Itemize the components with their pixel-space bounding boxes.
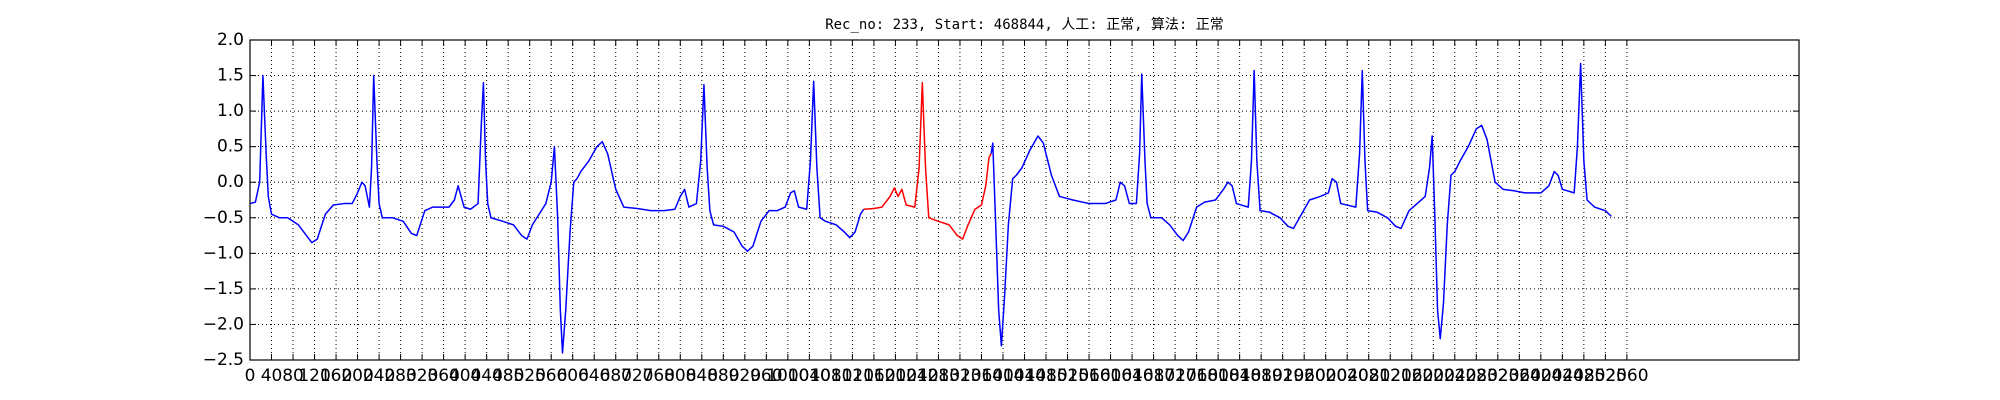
x-tick-label: 1320 [938, 366, 981, 386]
y-tick-label: −1.0 [203, 243, 244, 263]
y-tick-label: 0.5 [217, 137, 244, 157]
x-tick-label: 1360 [960, 366, 1003, 386]
x-tick-label: 2440 [1541, 366, 1584, 386]
x-tick-label: 120 [298, 366, 330, 386]
y-tick-label: 2.0 [217, 30, 244, 50]
x-tick-label: 440 [470, 366, 502, 386]
x-tick-label: 1680 [1132, 366, 1175, 386]
x-tick-label: 920 [729, 366, 761, 386]
x-tick-label: 2520 [1584, 366, 1627, 386]
line [863, 81, 992, 240]
x-tick-label: 840 [686, 366, 718, 386]
x-tick-label: 680 [600, 366, 632, 386]
x-tick-label: 1920 [1261, 366, 1304, 386]
x-tick-label: 640 [578, 366, 610, 386]
x-tick-label: 200 [341, 366, 373, 386]
x-tick-label: 240 [363, 366, 395, 386]
x-tick-label: 2040 [1326, 366, 1369, 386]
x-tick-label: 1240 [895, 366, 938, 386]
x-tick-label: 1840 [1218, 366, 1261, 386]
x-tick-label: 280 [384, 366, 416, 386]
x-tick-label: 2080 [1347, 366, 1390, 386]
plot-frame [249, 39, 1800, 361]
chart-title: Rec_no: 233, Start: 468844, 人工: 正常, 算法: … [825, 17, 1224, 33]
line [249, 62, 1612, 354]
x-tick-label: 320 [406, 366, 438, 386]
x-tick-label: 1760 [1175, 366, 1218, 386]
x-tick-label: 800 [664, 366, 696, 386]
x-tick-label: 560 [535, 366, 567, 386]
x-tick-label: 2400 [1519, 366, 1562, 386]
x-tick-label: 1800 [1196, 366, 1239, 386]
x-tick-label: 2320 [1476, 366, 1519, 386]
x-tick-label: 1480 [1024, 366, 1067, 386]
x-tick-label: 2480 [1562, 366, 1605, 386]
x-tick-label: 1880 [1240, 366, 1283, 386]
y-tick-label: 0.0 [217, 172, 244, 192]
x-tick-label: 2000 [1304, 366, 1347, 386]
x-tick-label: 880 [707, 366, 739, 386]
x-tick-label: 2120 [1369, 366, 1412, 386]
y-tick-label: −0.5 [203, 208, 244, 228]
x-tick-label: 40 [261, 366, 283, 386]
x-tick-label: 720 [621, 366, 653, 386]
x-tick-label: 1960 [1283, 366, 1326, 386]
x-tick-label: 1400 [981, 366, 1024, 386]
x-tick-label: 520 [513, 366, 545, 386]
x-tick-label: 1160 [852, 366, 895, 386]
x-tick-label: 2360 [1498, 366, 1541, 386]
x-tick-label: 0 [245, 366, 256, 386]
x-tick-label: 80 [282, 366, 304, 386]
y-tick-label: −2.5 [203, 350, 244, 370]
x-tick-label: 1600 [1089, 366, 1132, 386]
x-tick-label: 1200 [874, 366, 917, 386]
x-tick-label: 760 [643, 366, 675, 386]
y-tick-label: 1.5 [217, 66, 244, 86]
x-tick-label: 1640 [1110, 366, 1153, 386]
x-tick-label: 2280 [1455, 366, 1498, 386]
x-tick-label: 2200 [1412, 366, 1455, 386]
x-tick-label: 1440 [1003, 366, 1046, 386]
x-tick-label: 160 [320, 366, 352, 386]
x-tick-label: 1000 [766, 366, 809, 386]
x-tick-label: 1280 [917, 366, 960, 386]
x-tick-label: 1120 [831, 366, 874, 386]
x-tick-label: 360 [427, 366, 459, 386]
x-tick-label: 480 [492, 366, 524, 386]
x-tick-label: 1560 [1067, 366, 1110, 386]
x-tick-label: 1520 [1046, 366, 1089, 386]
x-tick-label: 1720 [1153, 366, 1196, 386]
x-tick-label: 2560 [1605, 366, 1648, 386]
x-tick-label: 1040 [788, 366, 831, 386]
x-tick-label: 1080 [809, 366, 852, 386]
y-tick-label: −2.0 [203, 314, 244, 334]
x-tick-label: 600 [556, 366, 588, 386]
x-tick-label: 2160 [1390, 366, 1433, 386]
x-tick-label: 400 [449, 366, 481, 386]
x-tick-label: 2240 [1433, 366, 1476, 386]
x-tick-label: 960 [750, 366, 782, 386]
y-tick-label: 1.0 [217, 101, 244, 121]
y-tick-label: −1.5 [203, 279, 244, 299]
